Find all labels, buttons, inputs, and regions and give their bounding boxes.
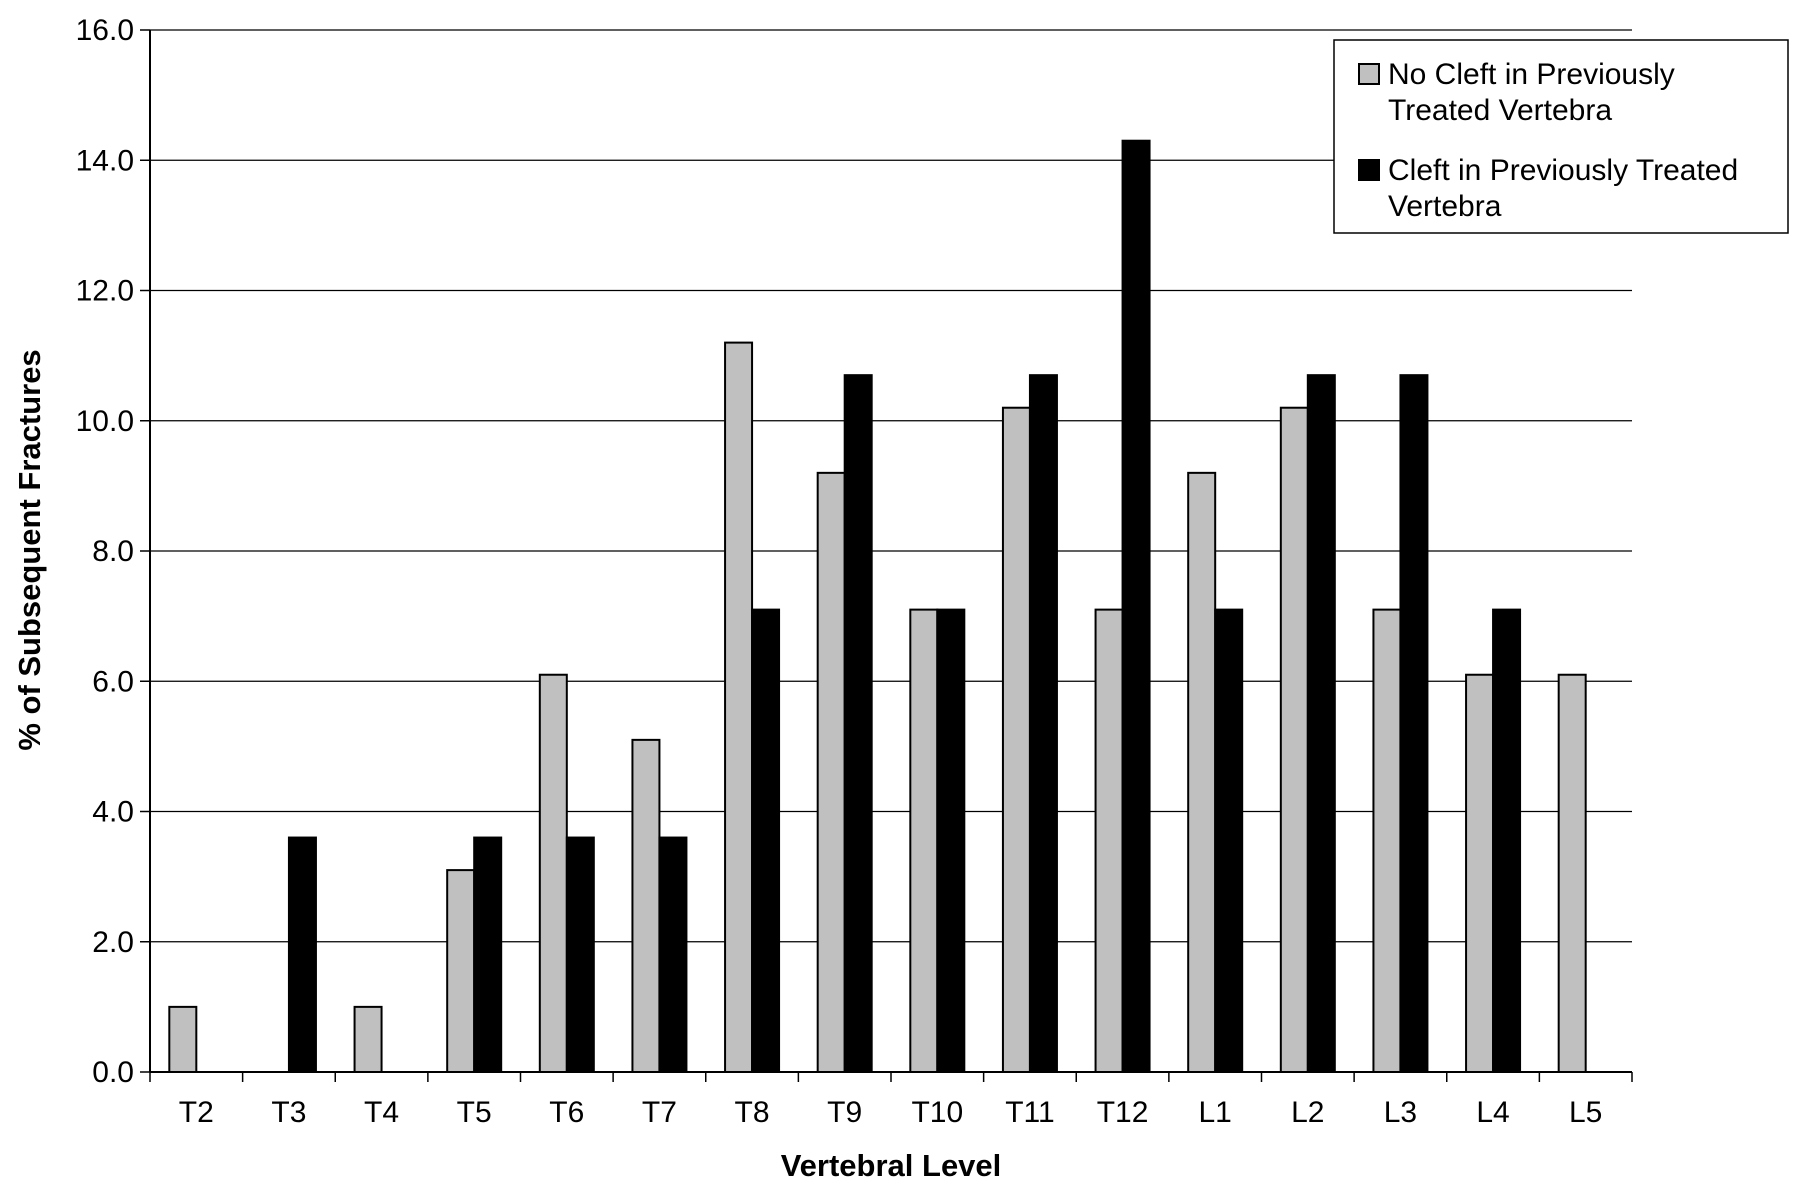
bar-no-cleft-T9 [816, 471, 846, 1074]
x-tick-label: T2 [179, 1096, 214, 1129]
x-tick-label: L3 [1384, 1096, 1417, 1129]
y-tick-label: 4.0 [92, 796, 134, 829]
x-tick-label: L5 [1569, 1096, 1602, 1129]
x-tick-label: T10 [911, 1096, 963, 1129]
x-tick-label: L1 [1199, 1096, 1232, 1129]
x-axis-title: Vertebral Level [781, 1148, 1002, 1183]
bar-no-cleft-L3 [1372, 608, 1402, 1073]
legend-label-no-cleft: Treated Vertebra [1388, 94, 1612, 127]
bar-cleft-L4 [1492, 608, 1522, 1073]
bar-no-cleft-T7 [631, 738, 661, 1073]
x-tick-label: T9 [827, 1096, 862, 1129]
y-tick-label: 14.0 [76, 144, 134, 177]
y-tick-label: 10.0 [76, 405, 134, 438]
y-tick-label: 6.0 [92, 665, 134, 698]
bar-no-cleft-L2 [1279, 406, 1309, 1074]
legend-label-cleft: Vertebra [1388, 190, 1502, 223]
y-tick-label: 2.0 [92, 926, 134, 959]
legend-swatch-cleft [1358, 159, 1380, 181]
bar-no-cleft-L1 [1187, 471, 1217, 1074]
x-tick-label: T6 [549, 1096, 584, 1129]
x-tick-label: L2 [1291, 1096, 1324, 1129]
bars [168, 139, 1587, 1074]
y-tick-label: 0.0 [92, 1056, 134, 1089]
x-tick-label: T12 [1097, 1096, 1149, 1129]
bar-no-cleft-T12 [1094, 608, 1124, 1073]
bar-cleft-T7 [658, 836, 688, 1073]
y-tick-label: 16.0 [76, 14, 134, 47]
bar-no-cleft-T8 [724, 341, 754, 1074]
x-tick-label: L4 [1476, 1096, 1509, 1129]
bar-no-cleft-T10 [909, 608, 939, 1073]
y-axis-title: % of Subsequent Fractures [12, 349, 47, 750]
x-tick-label: T8 [735, 1096, 770, 1129]
legend-box [1333, 39, 1789, 234]
legend-label-no-cleft: No Cleft in Previously [1388, 58, 1675, 91]
axes [149, 30, 1632, 1073]
y-tick-labels: 0.0 2.0 4.0 6.0 8.0 10.0 12.0 14.0 16.0 [76, 14, 134, 1089]
bar-cleft-T9 [843, 374, 873, 1074]
bar-no-cleft-L5 [1557, 673, 1587, 1073]
y-tick-label: 12.0 [76, 275, 134, 308]
bar-no-cleft-T6 [538, 673, 568, 1073]
bar-cleft-T5 [473, 836, 503, 1073]
bar-no-cleft-T5 [446, 869, 476, 1073]
x-tick-labels: T2 T3 T4 T5 T6 T7 T8 T9 T10 T11 T12 L1 L2 L3 L4 L5 [179, 1096, 1603, 1129]
bar-cleft-T10 [936, 608, 966, 1073]
bar-no-cleft-T2 [168, 1005, 198, 1073]
bar-cleft-L2 [1306, 374, 1336, 1074]
x-tick-label: T7 [642, 1096, 677, 1129]
x-tick-label: T4 [364, 1096, 399, 1129]
bar-cleft-T12 [1121, 139, 1151, 1073]
bar-no-cleft-L4 [1465, 673, 1495, 1073]
bar-cleft-T6 [565, 836, 595, 1073]
legend-label-cleft: Cleft in Previously Treated [1388, 154, 1738, 187]
bar-cleft-T8 [751, 608, 781, 1073]
bar-no-cleft-T4 [353, 1005, 383, 1073]
bar-cleft-L1 [1214, 608, 1244, 1073]
y-tick-label: 8.0 [92, 535, 134, 568]
bar-no-cleft-T11 [1001, 406, 1031, 1074]
legend-swatch-no-cleft [1358, 63, 1380, 85]
bar-cleft-L3 [1399, 374, 1429, 1074]
bar-cleft-T3 [287, 836, 317, 1073]
x-tick-label: T5 [457, 1096, 492, 1129]
x-tick-label: T3 [271, 1096, 306, 1129]
x-tick-label: T11 [1005, 1096, 1054, 1129]
bar-cleft-T11 [1028, 374, 1058, 1074]
